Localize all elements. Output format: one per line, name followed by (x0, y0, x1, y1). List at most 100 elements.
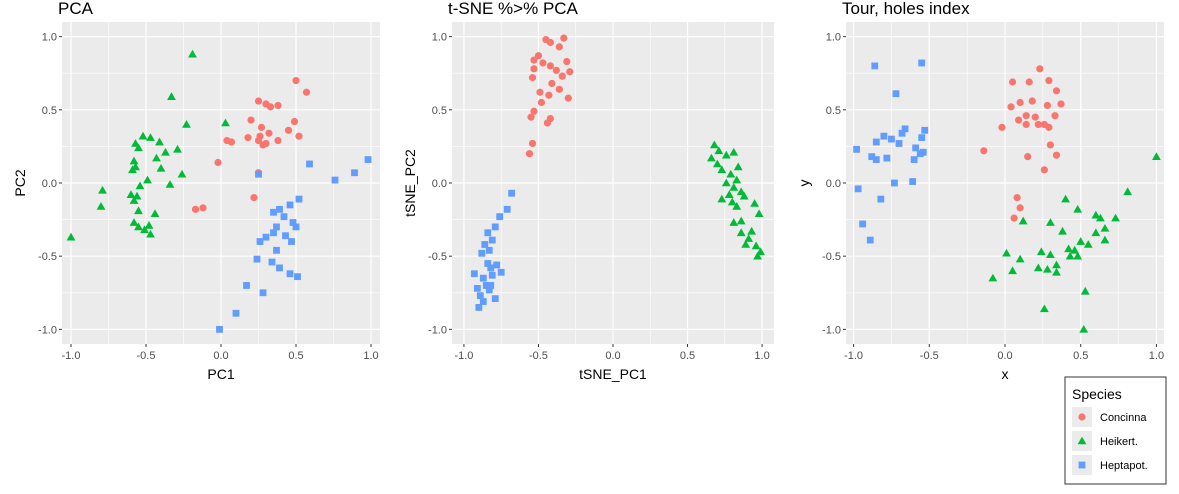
data-point-triangle (161, 147, 170, 156)
data-point-square (286, 270, 294, 278)
data-point-triangle (1039, 304, 1049, 313)
legend-label: Concinna (1100, 412, 1147, 424)
panel-2: -1.0 -0.5 0.0 0.5 1.0 -1.0 -0.5 0.0 0.5 1.0 t-SNE … (402, 0, 774, 382)
data-point-triangle (1036, 247, 1046, 256)
data-point-triangle (721, 178, 731, 187)
y-tick-label: 0.5 (826, 105, 841, 117)
data-point-circle (530, 56, 538, 64)
panel-1: -1.0 -0.5 0.0 0.5 1.0 -1.0 -0.5 0.0 0.5 1.0 PCA PC1… (12, 0, 380, 382)
y-axis-title: y (796, 180, 812, 187)
data-point-square (918, 134, 926, 142)
data-point-square (270, 208, 277, 216)
data-point-circle (1007, 103, 1015, 111)
data-point-circle (265, 129, 273, 137)
data-point-square (488, 271, 496, 279)
y-tick-label: 0.0 (42, 178, 57, 190)
y-axis-title: tSNE_PC2 (402, 149, 418, 217)
data-point-triangle (98, 185, 107, 194)
data-point-square (253, 255, 261, 263)
y-tick-label: 0.5 (42, 105, 57, 117)
data-point-square (497, 268, 505, 276)
data-point-triangle (1065, 251, 1075, 260)
legend-label: Heptapot. (1100, 460, 1148, 472)
data-point-triangle (167, 92, 176, 100)
data-point-square (276, 264, 283, 272)
data-points (66, 49, 372, 333)
data-point-triangle (1052, 260, 1061, 269)
data-point-circle (546, 38, 554, 47)
data-point-circle (1008, 78, 1017, 86)
grid-lines (452, 22, 774, 344)
data-point-square (883, 154, 891, 162)
data-point-triangle (717, 194, 727, 203)
legend: Species Concinna Heikert. Heptapot. (1064, 376, 1167, 485)
data-point-triangle (66, 232, 76, 241)
panel-title: t-SNE %>% PCA (448, 0, 579, 18)
data-point-square (872, 156, 880, 163)
data-point-triangle (724, 190, 734, 199)
data-point-triangle (182, 120, 191, 128)
data-point-triangle (177, 169, 187, 178)
data-point-square (485, 286, 493, 294)
data-point-circle (274, 136, 282, 145)
data-point-circle (1057, 100, 1065, 108)
grid-lines (846, 22, 1164, 344)
data-point-triangle (134, 222, 143, 231)
x-axis-title: PC1 (207, 366, 234, 382)
data-point-triangle (129, 196, 139, 204)
data-point-square (216, 325, 223, 333)
data-point-triangle (1058, 226, 1067, 235)
x-tick-label: 0.5 (1073, 350, 1088, 362)
data-point-triangle (753, 251, 763, 260)
data-point-triangle (1018, 216, 1028, 225)
data-point-square (484, 229, 492, 237)
data-point-square (859, 220, 867, 228)
data-point-triangle (732, 202, 742, 210)
data-point-triangle (96, 202, 106, 210)
data-point-triangle (1046, 218, 1055, 226)
data-point-triangle (1152, 152, 1161, 160)
y-tick-label: -1.0 (38, 324, 57, 336)
data-point-circle (536, 88, 544, 96)
legend-key-square (1078, 461, 1086, 469)
data-point-triangle (165, 180, 175, 188)
data-point-circle (295, 132, 303, 140)
data-point-circle (250, 194, 258, 202)
data-point-triangle (143, 175, 152, 184)
y-tick-label: 0.0 (432, 178, 447, 190)
y-tick-label: 1.0 (432, 32, 447, 44)
data-point-circle (563, 57, 571, 66)
data-point-triangle (751, 241, 761, 250)
x-tick-label: 0.5 (288, 350, 303, 362)
data-point-square (482, 282, 490, 289)
data-point-square (888, 135, 895, 143)
data-point-square (912, 144, 920, 152)
data-point-triangle (126, 190, 136, 199)
data-point-circle (537, 98, 546, 107)
data-point-triangle (1015, 254, 1025, 263)
data-point-triangle (150, 209, 160, 218)
data-point-circle (527, 113, 535, 121)
data-point-triangle (135, 181, 145, 190)
data-point-triangle (988, 273, 998, 282)
data-point-square (481, 241, 489, 248)
data-point-square (871, 62, 879, 70)
data-point-circle (1052, 151, 1061, 159)
data-point-circle (1051, 112, 1059, 120)
data-point-square (306, 160, 313, 168)
data-point-circle (244, 134, 252, 142)
data-point-square (478, 249, 486, 257)
data-point-triangle (1043, 264, 1052, 273)
data-point-square (491, 223, 499, 231)
data-point-square (880, 132, 888, 140)
data-point-square (484, 260, 492, 267)
data-point-triangle (146, 229, 155, 238)
data-point-square (364, 156, 372, 163)
data-point-circle (528, 74, 537, 82)
data-point-circle (1010, 214, 1018, 222)
data-point-circle (290, 117, 299, 126)
data-point-square (255, 170, 262, 178)
x-tick-label: 1.0 (363, 350, 378, 362)
data-point-triangle (1123, 187, 1133, 196)
data-point-circle (555, 43, 563, 51)
